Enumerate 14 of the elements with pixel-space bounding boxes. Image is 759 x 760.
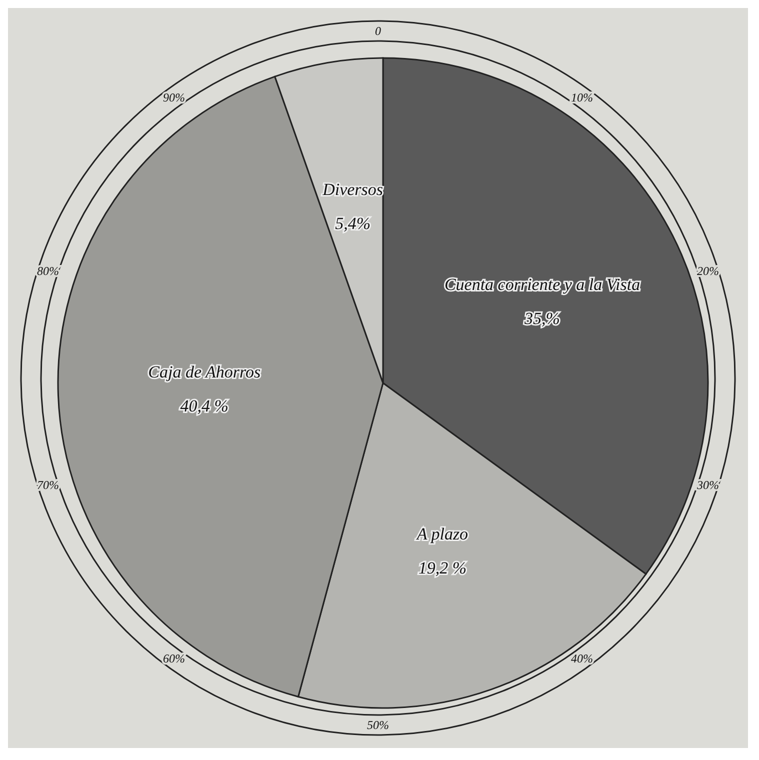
text: 60% (163, 652, 186, 666)
text: 0 (375, 24, 381, 38)
slice-label: Cuenta corriente y a la Vista (444, 274, 640, 294)
data-label: 5,4% (335, 214, 371, 233)
data-label: 40,4 % (180, 396, 228, 416)
slice-label: Diversos (322, 180, 384, 199)
data-label: 35,% (524, 308, 560, 328)
data-label: 19,2 % (418, 558, 467, 578)
slice-label: A plazo (416, 524, 468, 544)
text: 50% (367, 718, 389, 732)
slice-label: Caja de Ahorros (148, 362, 261, 382)
text: 40% (570, 652, 593, 666)
text: 10% (570, 90, 593, 104)
text: 90% (163, 90, 186, 104)
